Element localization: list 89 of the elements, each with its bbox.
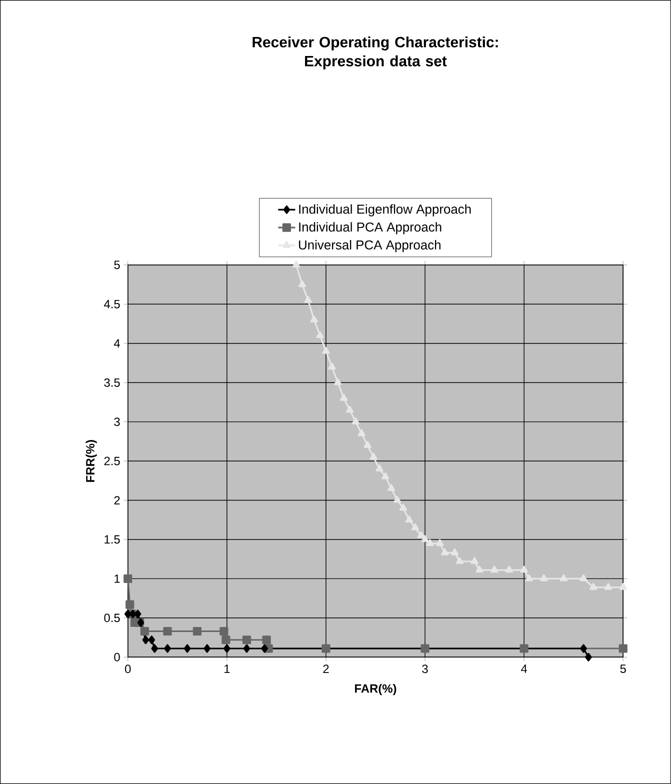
- point: [204, 644, 211, 653]
- point: [411, 523, 419, 530]
- point: [490, 566, 498, 573]
- point: [505, 566, 514, 573]
- point: [470, 557, 478, 564]
- point: [560, 574, 568, 582]
- point: [619, 583, 627, 590]
- y-tick-label: 4: [114, 339, 120, 348]
- point: [292, 260, 300, 268]
- y-tick-label: 4.5: [104, 300, 120, 308]
- y-tick-label: 5: [114, 260, 120, 270]
- point: [124, 610, 132, 618]
- point: [580, 644, 587, 653]
- point: [222, 636, 230, 644]
- point: [262, 636, 271, 644]
- point: [590, 583, 598, 590]
- x-tick-label: 2: [323, 664, 329, 674]
- point: [140, 626, 150, 636]
- point: [520, 644, 528, 653]
- point: [242, 636, 252, 644]
- point: [441, 548, 449, 556]
- y-tick-label: 1: [114, 574, 120, 583]
- point: [399, 504, 408, 511]
- point: [184, 644, 191, 653]
- point: [322, 644, 330, 653]
- point: [163, 626, 172, 636]
- point: [124, 574, 132, 583]
- point: [164, 644, 171, 653]
- point: [376, 464, 384, 472]
- point: [126, 600, 134, 609]
- x-axis-title: FAR(%): [355, 684, 396, 696]
- point: [476, 566, 484, 573]
- legend-label: Individual Eigenflow Approach: [299, 204, 471, 216]
- chart-title: Receiver Operating Characteristic: Expression data set: [252, 36, 498, 70]
- x-tick-label: 0: [125, 664, 131, 674]
- point: [580, 574, 588, 582]
- point: [364, 441, 372, 448]
- point: [298, 280, 306, 288]
- point: [142, 636, 150, 644]
- y-tick-label: 3.5: [104, 378, 120, 387]
- point: [346, 406, 354, 413]
- point: [310, 316, 318, 322]
- point: [393, 496, 402, 503]
- point: [261, 644, 268, 653]
- x-tick-label: 5: [620, 664, 626, 673]
- point: [618, 644, 628, 653]
- y-tick-label: 1.5: [104, 535, 120, 544]
- point: [134, 610, 142, 618]
- point: [358, 429, 366, 436]
- point: [417, 531, 425, 538]
- point: [450, 548, 459, 556]
- point: [382, 472, 390, 480]
- point: [352, 418, 360, 424]
- x-tick-label: 1: [224, 664, 230, 673]
- point: [220, 626, 228, 636]
- point: [370, 452, 378, 460]
- point: [426, 539, 434, 546]
- point: [525, 574, 533, 582]
- point: [436, 539, 444, 546]
- point: [328, 362, 336, 370]
- y-tick-label: 2: [114, 496, 120, 504]
- point: [316, 331, 324, 338]
- x-tick-label: 4: [521, 664, 528, 673]
- point: [540, 574, 548, 582]
- x-tick-label: 3: [422, 664, 428, 674]
- y-tick-label: 0.5: [104, 614, 120, 622]
- point: [192, 626, 202, 636]
- legend-label: Individual PCA Approach: [299, 222, 442, 234]
- y-tick-label: 2.5: [104, 456, 120, 466]
- point: [420, 644, 430, 653]
- y-tick-label: 0: [114, 652, 120, 662]
- y-tick-label: 3: [114, 418, 120, 426]
- point: [421, 535, 429, 542]
- point: [322, 346, 330, 354]
- point: [520, 566, 528, 573]
- point: [224, 644, 230, 653]
- y-axis-title: FRR(%): [86, 440, 97, 482]
- point: [151, 644, 158, 653]
- point: [604, 583, 612, 590]
- point: [405, 516, 414, 522]
- point: [340, 394, 348, 401]
- point: [243, 644, 250, 653]
- point: [456, 557, 464, 564]
- point: [148, 636, 156, 644]
- legend-label: Universal PCA Approach: [299, 240, 440, 252]
- point: [334, 378, 342, 386]
- point: [304, 296, 312, 303]
- point: [388, 484, 396, 492]
- point: [585, 652, 592, 662]
